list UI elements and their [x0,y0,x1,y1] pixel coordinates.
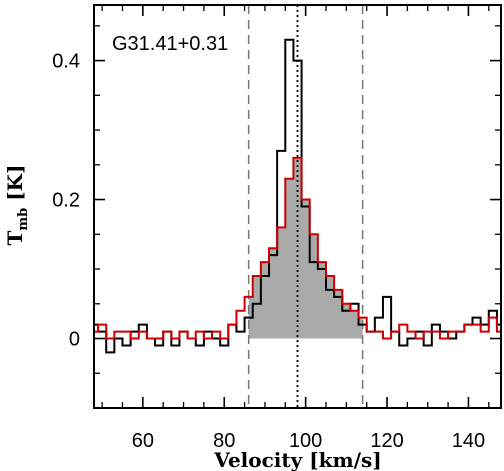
series-0-line [94,38,501,354]
x-tick-label-4: 140 [452,430,485,452]
y-axis-label-sub: mb [16,208,31,231]
x-tick-label-1: 80 [213,430,235,452]
y-axis-label-main: T [3,231,27,246]
x-tick-label-2: 100 [289,430,322,452]
x-tick-label-3: 120 [370,430,403,452]
x-tick-label-0: 60 [132,430,154,452]
series-1-line [94,156,501,340]
y-axis-label: Tmb [K] [3,164,31,245]
x-axis-label: Velocity [km/s] [213,448,381,471]
plot-layer [94,5,501,408]
axes-frame [93,4,502,409]
y-axis-label-unit: [K] [3,164,27,207]
y-tick-label-2: 0.4 [52,51,80,73]
axis-layer: 60 80 100 120 140 0 0.2 0.4 [52,4,502,452]
chart-title: G31.41+0.31 [112,33,228,55]
y-tick-label-0: 0 [69,329,80,351]
y-tick-label-1: 0.2 [52,190,80,212]
